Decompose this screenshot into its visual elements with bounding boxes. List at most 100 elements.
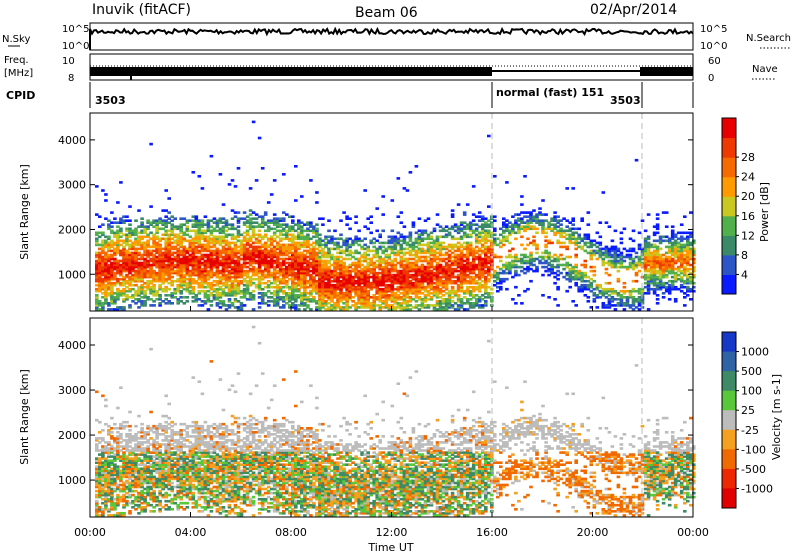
power-cell <box>315 261 319 265</box>
power-cell <box>393 239 398 243</box>
power-cell <box>459 273 464 277</box>
power-cell <box>236 273 241 277</box>
power-cell <box>553 215 557 218</box>
power-cell <box>484 257 488 261</box>
power-cell <box>182 231 187 235</box>
power-cell <box>616 265 621 269</box>
power-cell <box>137 285 141 289</box>
power-cell <box>200 275 205 279</box>
power-cell <box>230 289 235 293</box>
power-cell <box>342 271 346 275</box>
power-cell <box>625 302 630 305</box>
power-cell <box>381 300 385 303</box>
power-cell <box>122 251 126 255</box>
power-cell <box>595 241 600 245</box>
power-cell <box>559 231 563 235</box>
power-cell <box>487 134 491 138</box>
power-cell <box>278 247 283 251</box>
power-cell <box>221 229 226 233</box>
power-cell <box>583 243 588 247</box>
power-cell <box>95 231 99 235</box>
power-cell <box>441 300 446 303</box>
power-cell <box>128 243 132 247</box>
power-cell <box>411 285 416 289</box>
power-cell <box>260 237 265 241</box>
power-cell <box>342 273 346 277</box>
power-cell <box>511 223 515 226</box>
power-cell <box>496 255 500 259</box>
power-cell <box>239 217 244 220</box>
power-cell <box>203 249 208 253</box>
power-cell <box>583 283 588 287</box>
power-cell <box>215 304 220 307</box>
power-cell <box>194 225 199 228</box>
power-cell <box>275 219 280 222</box>
power-cell <box>134 243 138 247</box>
power-cell <box>384 259 389 263</box>
power-cell <box>209 267 214 271</box>
power-cell <box>462 231 467 235</box>
power-cell <box>447 304 452 307</box>
power-cell <box>206 223 211 226</box>
power-cell <box>514 269 518 273</box>
power-cell <box>288 285 292 289</box>
power-cell <box>502 237 506 241</box>
power-cell <box>291 298 295 301</box>
power-cell <box>468 265 473 269</box>
power-cell <box>589 289 594 293</box>
power-cell <box>98 289 102 293</box>
power-cell <box>426 267 431 271</box>
power-cell <box>447 300 452 303</box>
power-cell <box>297 241 301 245</box>
power-cell <box>387 263 392 267</box>
power-cell <box>637 308 642 311</box>
power-cell <box>474 298 479 301</box>
power-cell <box>224 308 229 311</box>
power-cell <box>649 269 654 273</box>
power-cell <box>327 251 331 255</box>
power-cell <box>206 269 211 273</box>
power-cell <box>333 271 337 275</box>
power-cell <box>167 211 171 214</box>
power-cell <box>610 255 615 259</box>
power-cell <box>242 271 247 275</box>
power-cell <box>450 261 455 265</box>
power-cell <box>345 239 349 243</box>
power-cell <box>245 251 250 255</box>
power-cell <box>348 294 352 297</box>
power-cell <box>526 221 530 224</box>
power-cell <box>116 261 120 265</box>
power-cell <box>520 219 524 222</box>
power-cell <box>535 227 539 231</box>
power-cell <box>122 215 126 218</box>
power-cell <box>134 302 138 305</box>
power-cell <box>646 277 651 281</box>
power-cell <box>230 253 235 257</box>
power-cell <box>429 249 434 253</box>
power-cell <box>556 265 560 269</box>
power-cell <box>490 300 494 303</box>
power-cell <box>146 279 150 283</box>
power-cell <box>275 302 280 305</box>
power-cell <box>435 275 440 279</box>
power-cell <box>251 251 256 255</box>
power-cell <box>164 302 168 305</box>
power-cell <box>146 261 150 265</box>
power-cell <box>113 281 117 285</box>
power-cell <box>303 267 307 271</box>
power-cell <box>206 298 211 301</box>
power-cell <box>282 237 286 241</box>
power-cell <box>300 302 304 305</box>
power-cell <box>493 175 497 178</box>
power-cell <box>98 277 102 281</box>
power-cell <box>363 283 367 287</box>
power-cell <box>215 257 220 261</box>
power-cell <box>275 283 280 287</box>
power-cell <box>327 241 331 245</box>
power-cell <box>640 251 645 255</box>
power-cell <box>239 247 244 251</box>
power-cell <box>227 306 232 309</box>
power-cell <box>263 281 268 285</box>
power-cell <box>173 241 177 245</box>
power-cell <box>215 283 220 287</box>
